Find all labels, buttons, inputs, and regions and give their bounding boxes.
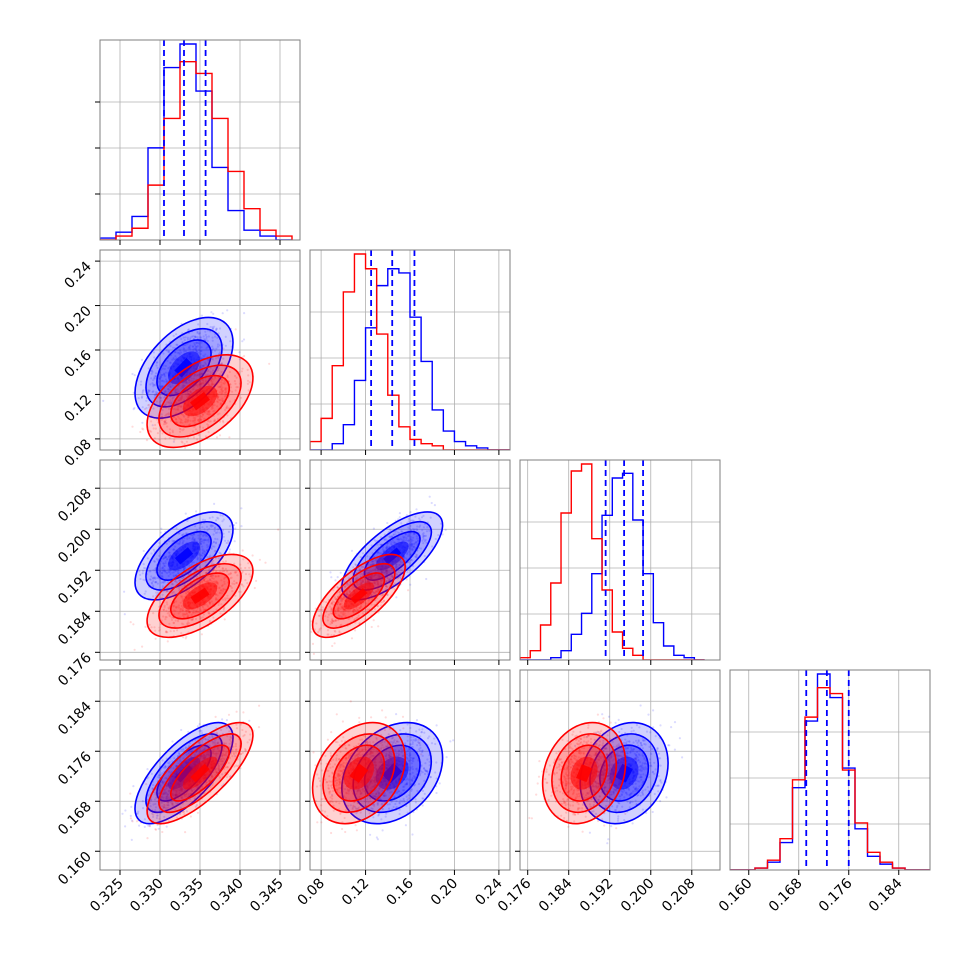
contour-line (146, 721, 254, 825)
contour-line (579, 721, 669, 825)
x-tick-label: 0.184 (536, 875, 576, 915)
contour-line (145, 327, 223, 408)
contour-line (341, 511, 444, 601)
histogram-red (730, 687, 930, 870)
histogram-red (520, 463, 705, 660)
contours-red (146, 354, 254, 449)
histogram-blue (310, 268, 510, 450)
grid-lines (520, 460, 720, 660)
histogram-red (310, 253, 510, 450)
contour-line (158, 733, 242, 814)
panel-1-0: 0.08 0.12 0.16 0.20 0.24 (61, 249, 301, 470)
y-tick-label: 0.160 (55, 849, 95, 889)
contours-blue (341, 721, 444, 825)
y-tick-label: 0.208 (55, 486, 95, 526)
x-tick-label: 0.176 (495, 875, 535, 915)
x-tick-label: 0.20 (428, 876, 461, 909)
panel-background (730, 670, 930, 870)
y-tick-label: 0.200 (55, 527, 95, 567)
contours-red (146, 721, 254, 825)
contour-line (145, 520, 223, 591)
panel-3-1: 0.08 0.12 0.16 0.20 0.24 (295, 669, 511, 909)
contour-line (311, 553, 406, 639)
x-tick-label: 0.12 (339, 876, 372, 909)
contour-line (332, 572, 386, 620)
scatter-red (310, 700, 423, 835)
histogram-blue (520, 472, 705, 660)
y-tick-label: 0.176 (55, 749, 95, 789)
contour-line (322, 562, 396, 629)
grid-lines (310, 460, 510, 660)
y-tick-label: 0.184 (55, 609, 95, 649)
panel-1-1 (309, 249, 511, 455)
panel-3-0: 0.325 0.330 0.335 0.340 0.345 0.160 0.168 0.176… (55, 669, 301, 916)
x-tick-label: 0.08 (295, 876, 328, 909)
y-tick-label: 0.16 (61, 347, 94, 380)
panel-3-2: 0.176 0.184 0.192 0.200 0.208 (495, 669, 721, 916)
panel-0-0 (95, 39, 301, 245)
contour-line (352, 733, 433, 814)
x-tick-label: 0.325 (87, 876, 127, 916)
panel-3-3: 0.160 0.168 0.176 0.184 (716, 669, 931, 916)
contours-red (311, 553, 406, 639)
contour-line (170, 744, 230, 802)
contour-line (158, 562, 242, 629)
panel-background (520, 460, 720, 660)
contour-line (589, 733, 660, 814)
contours-red (146, 553, 254, 639)
contour-line (599, 744, 650, 802)
panel-frame (729, 669, 931, 871)
histogram-red (100, 60, 293, 240)
y-tick-label: 0.184 (55, 699, 95, 739)
x-tick-label: 0.176 (816, 875, 856, 915)
contour-line (311, 721, 406, 825)
y-tick-label: 0.176 (55, 650, 95, 690)
contour-line (134, 721, 234, 825)
y-tick-label: 0.08 (61, 436, 94, 469)
contour-line (363, 530, 421, 581)
y-tick-label: 0.20 (61, 303, 94, 336)
y-tick-label: 0.24 (61, 259, 94, 292)
contour-line (341, 721, 444, 825)
contour-line (551, 733, 618, 814)
contours-red (311, 721, 406, 825)
contour-line (146, 553, 254, 639)
contour-line (170, 572, 230, 620)
contour-line (322, 733, 396, 814)
contours-blue (134, 511, 234, 601)
x-tick-label: 0.192 (577, 876, 617, 916)
panel-2-1 (305, 459, 511, 665)
panel-2-2 (519, 459, 721, 665)
contour-line (170, 374, 230, 428)
contour-line (363, 744, 421, 802)
x-tick-label: 0.330 (127, 876, 167, 916)
y-tick-label: 0.12 (61, 392, 94, 425)
x-tick-label: 0.160 (716, 876, 756, 916)
grid-lines (100, 250, 300, 450)
y-tick-label: 0.168 (55, 799, 95, 839)
x-tick-label: 0.335 (167, 876, 207, 916)
contour-line (156, 530, 212, 581)
contour-line (541, 721, 627, 825)
x-tick-label: 0.200 (618, 876, 658, 916)
contour-line (158, 364, 242, 438)
contour-line (560, 744, 608, 802)
y-tick-label: 0.192 (55, 568, 95, 608)
x-tick-label: 0.208 (659, 876, 699, 916)
x-tick-label: 0.16 (383, 875, 416, 908)
contours-red (541, 721, 627, 825)
contour-line (134, 511, 234, 601)
panel-frame (519, 459, 721, 661)
x-tick-label: 0.168 (766, 876, 806, 916)
x-tick-label: 0.345 (247, 876, 287, 916)
contour-line (146, 354, 254, 449)
x-tick-label: 0.184 (866, 875, 906, 915)
x-tick-label: 0.340 (207, 876, 247, 916)
panel-frame (519, 669, 721, 871)
